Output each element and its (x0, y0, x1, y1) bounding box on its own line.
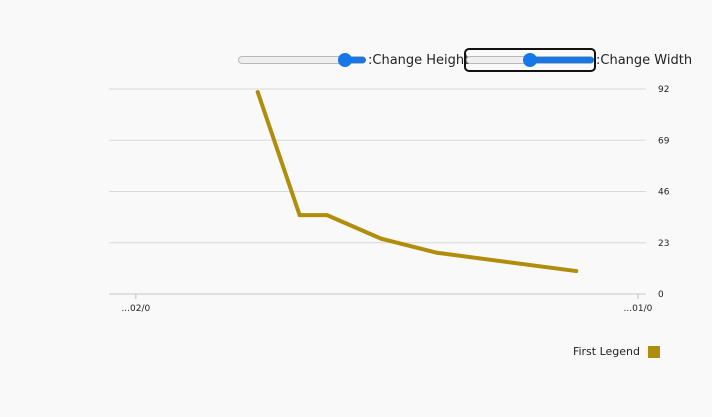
data-point (574, 269, 579, 274)
data-point (297, 213, 302, 218)
width-slider[interactable] (464, 48, 596, 72)
width-slider-label: :Change Width (596, 52, 693, 68)
series-line (255, 90, 579, 274)
height-slider[interactable] (238, 50, 366, 70)
series-layer (255, 90, 579, 274)
height-control: :Change Height (238, 49, 469, 71)
legend-label: First Legend (572, 345, 640, 358)
data-point (255, 90, 260, 95)
y-tick-label: 46 (658, 188, 670, 198)
height-slider-label: :Change Height (368, 52, 470, 68)
x-tick-label: ...01/0 (624, 304, 653, 314)
y-tick-label: 92 (658, 85, 669, 95)
width-control: :Change Width (464, 48, 693, 72)
data-point (435, 250, 440, 255)
width-slider-fill (530, 57, 594, 63)
y-axis-tick-labels: 0 23 46 69 92 (658, 85, 670, 300)
y-tick-label: 69 (658, 136, 670, 146)
legend-swatch (648, 345, 660, 358)
data-point (379, 236, 384, 241)
grid-lines (109, 88, 646, 295)
x-tick-label: ...02/0 (121, 304, 150, 314)
chart-legend: First Legend (573, 345, 660, 358)
height-slider-fill (345, 57, 366, 63)
width-slider-thumb[interactable] (523, 53, 537, 67)
data-point (325, 213, 330, 218)
y-tick-label: 23 (658, 239, 669, 249)
chart-controls: :Change Height :Change Width (0, 48, 712, 72)
height-slider-thumb[interactable] (338, 53, 353, 67)
x-axis-tick-labels: ...02/0 ...01/0 (121, 294, 653, 314)
y-tick-label: 0 (658, 290, 664, 300)
